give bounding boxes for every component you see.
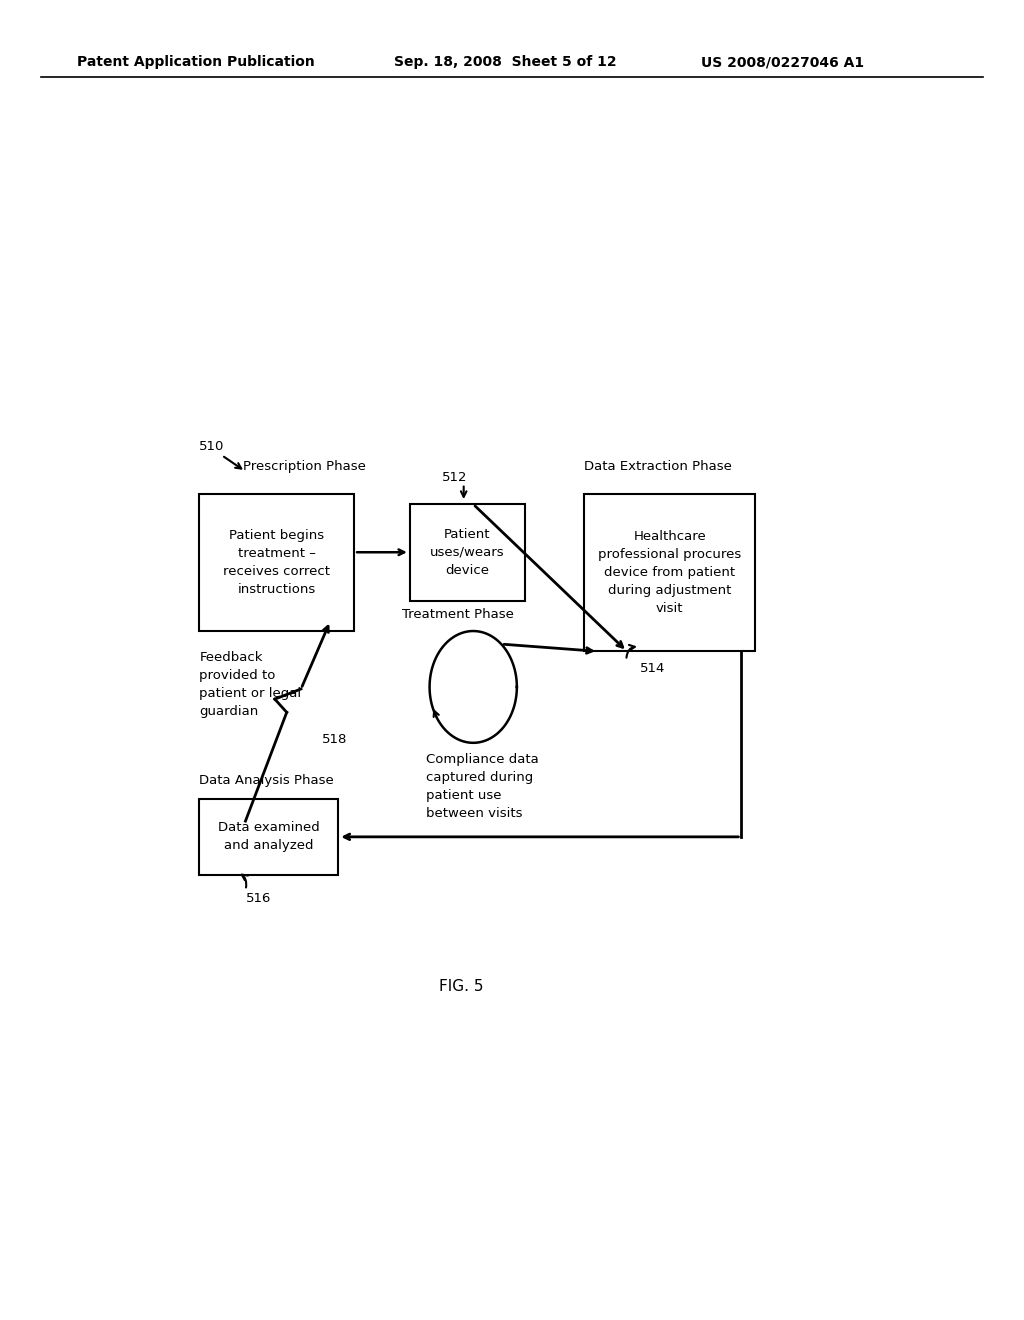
- Text: 514: 514: [640, 661, 666, 675]
- Text: Data Analysis Phase: Data Analysis Phase: [200, 774, 334, 787]
- Text: Data Extraction Phase: Data Extraction Phase: [585, 461, 732, 474]
- Text: Prescription Phase: Prescription Phase: [243, 461, 366, 474]
- Bar: [200, 799, 338, 875]
- Bar: [410, 504, 525, 601]
- Text: FIG. 5: FIG. 5: [439, 979, 483, 994]
- Text: US 2008/0227046 A1: US 2008/0227046 A1: [701, 55, 864, 70]
- Text: Patent Application Publication: Patent Application Publication: [77, 55, 314, 70]
- Bar: [200, 494, 354, 631]
- Text: 516: 516: [246, 892, 270, 906]
- Bar: [585, 494, 755, 651]
- Text: Data examined
and analyzed: Data examined and analyzed: [218, 821, 319, 853]
- Text: Compliance data
captured during
patient use
between visits: Compliance data captured during patient …: [426, 752, 539, 820]
- Text: Treatment Phase: Treatment Phase: [401, 609, 514, 620]
- Text: Sep. 18, 2008  Sheet 5 of 12: Sep. 18, 2008 Sheet 5 of 12: [394, 55, 616, 70]
- Text: Healthcare
professional procures
device from patient
during adjustment
visit: Healthcare professional procures device …: [598, 531, 741, 615]
- Text: Feedback
provided to
patient or legal
guardian: Feedback provided to patient or legal gu…: [200, 651, 301, 718]
- Text: Patient begins
treatment –
receives correct
instructions: Patient begins treatment – receives corr…: [223, 529, 331, 595]
- Text: Patient
uses/wears
device: Patient uses/wears device: [430, 528, 505, 577]
- Text: 512: 512: [441, 471, 467, 483]
- Text: 518: 518: [323, 733, 348, 746]
- Text: 510: 510: [200, 440, 225, 453]
